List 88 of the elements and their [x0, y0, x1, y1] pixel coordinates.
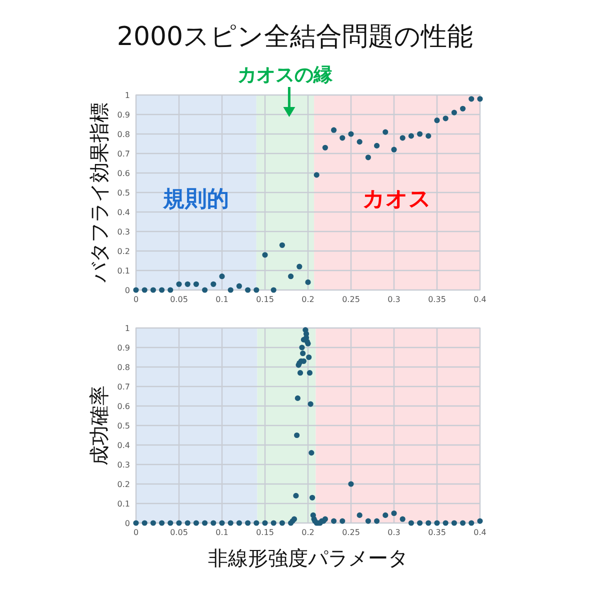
band-label: カオス	[362, 187, 432, 212]
point	[417, 131, 423, 137]
y-tick-label: 0.9	[117, 344, 130, 352]
point	[460, 106, 466, 112]
y-tick-label: 0.4	[117, 441, 130, 450]
y-tick-label: 0.2	[117, 480, 130, 489]
x-tick-label: 0.3	[388, 528, 400, 537]
y-tick-label: 0.9	[117, 110, 130, 120]
point	[408, 133, 414, 139]
x-tick-label: 0.1	[216, 295, 228, 304]
band-label: カオスの縁	[238, 64, 334, 86]
point	[374, 142, 380, 148]
point	[426, 133, 432, 139]
y-axis-title: 成功確率	[87, 386, 111, 466]
point	[296, 264, 302, 270]
point	[236, 283, 242, 289]
y-tick-label: 0.8	[117, 363, 130, 372]
point	[254, 287, 260, 293]
point	[176, 281, 182, 287]
y-tick-label: 0.8	[117, 130, 130, 139]
point	[382, 129, 388, 135]
y-tick-label: 1	[124, 324, 130, 333]
x-tick-label: 0	[133, 528, 139, 537]
point	[322, 144, 328, 150]
point	[451, 110, 457, 116]
y-tick-label: 0.1	[117, 266, 130, 276]
point	[279, 242, 285, 248]
y-tick-label: 0.1	[117, 500, 130, 508]
point	[305, 279, 311, 285]
y-tick-label: 0.3	[117, 228, 130, 236]
y-tick-label: 0.6	[117, 402, 130, 411]
band-label: 規則的	[162, 187, 230, 212]
y-tick-label: 1	[124, 91, 130, 100]
point	[133, 287, 139, 293]
point	[340, 135, 346, 141]
point	[391, 146, 397, 152]
point	[228, 287, 234, 293]
x-tick-label: 0.15	[256, 528, 274, 537]
x-tick-label: 0.25	[342, 528, 360, 537]
y-tick-label: 0.4	[117, 208, 130, 217]
x-tick-label: 0.2	[302, 528, 314, 537]
point	[270, 287, 276, 293]
point	[219, 274, 225, 280]
x-tick-label: 0.35	[428, 528, 446, 537]
point	[210, 281, 216, 287]
point	[168, 287, 174, 293]
point	[245, 287, 251, 293]
x-tick-label: 0.3	[388, 295, 400, 304]
x-tick-label: 0.1	[216, 528, 228, 537]
point	[142, 287, 148, 293]
x-tick-label: 0.35	[428, 295, 446, 304]
point	[477, 96, 483, 102]
point	[442, 116, 448, 122]
y-tick-label: 0.5	[117, 422, 130, 430]
point	[202, 287, 208, 293]
point	[356, 139, 362, 145]
x-tick-label: 0.05	[170, 528, 188, 537]
x-tick-label: 0.15	[256, 295, 274, 304]
x-tick-label: 0.05	[170, 295, 188, 304]
point	[159, 287, 165, 293]
point	[314, 172, 320, 178]
point	[193, 281, 199, 287]
chart-title: 2000スピン全結合問題の性能	[116, 22, 474, 52]
x-tick-label: 0.25	[342, 295, 360, 304]
y-axis-title: バタフライ効果指標	[87, 102, 111, 284]
x-axis-title: 非線形強度パラメータ	[208, 546, 408, 570]
point	[348, 131, 354, 137]
y-tick-label: 0	[124, 519, 130, 528]
point	[262, 252, 268, 258]
y-tick-label: 0.6	[117, 169, 130, 178]
point	[331, 127, 337, 133]
y-tick-label: 0.2	[117, 247, 130, 256]
x-tick-label: 0.4	[474, 295, 486, 304]
y-tick-label: 0.5	[117, 188, 130, 198]
point	[434, 118, 440, 124]
x-tick-label: 0.4	[474, 528, 486, 537]
point	[468, 96, 474, 102]
point	[184, 281, 190, 287]
point	[365, 154, 371, 160]
y-tick-label: 0.3	[117, 460, 130, 470]
point	[288, 274, 294, 280]
x-tick-label: 0	[133, 295, 139, 304]
y-tick-label: 0.7	[117, 382, 130, 392]
x-tick-label: 0.2	[302, 295, 314, 304]
y-tick-label: 0.7	[117, 150, 130, 158]
point	[150, 287, 156, 293]
y-tick-label: 0	[124, 286, 130, 295]
point	[400, 135, 406, 141]
